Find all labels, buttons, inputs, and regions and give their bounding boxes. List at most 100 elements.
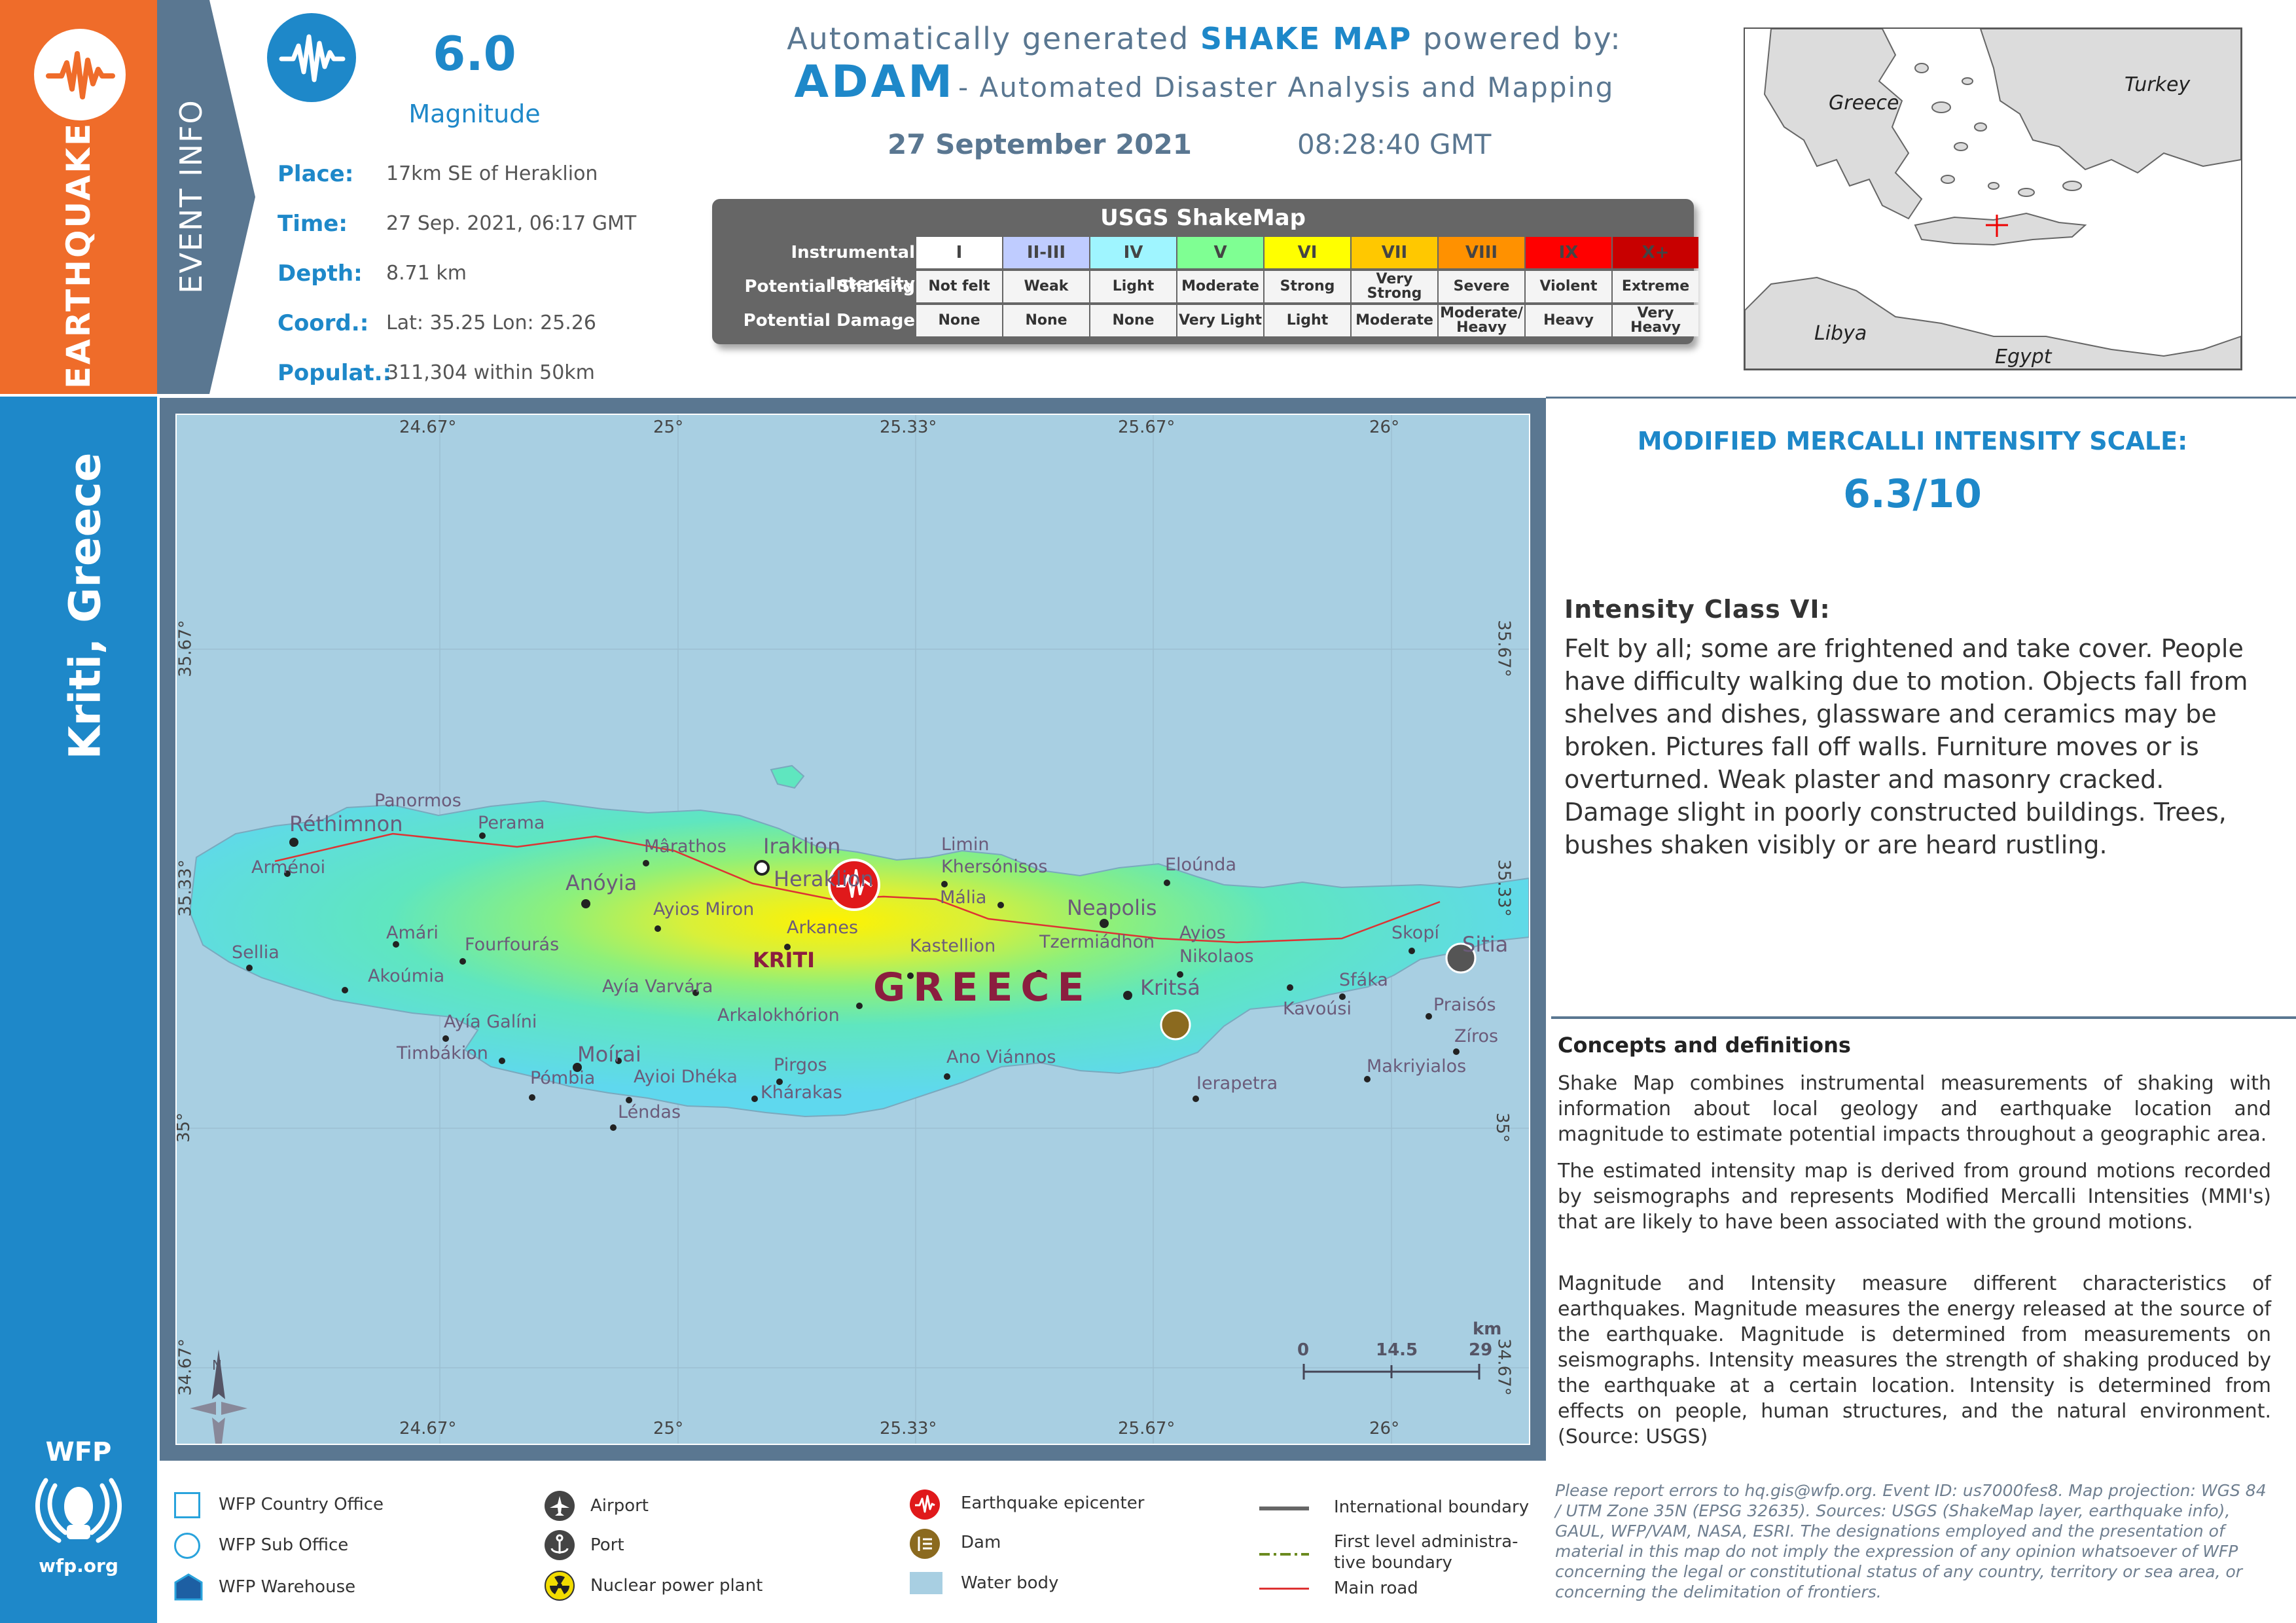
town-dot [284,870,291,877]
population-value: 311,304 within 50km [386,361,595,384]
wfp-url[interactable]: wfp.org [39,1555,118,1577]
place-kastellion: Kastellion [910,936,996,956]
town-dot [1123,991,1132,1000]
town-dot [751,1096,758,1102]
earthquake-epicenter-icon [910,1489,940,1520]
location-strip: Kriti, Greece WFP wfp.org [0,397,157,1623]
epicenter-marker-icon [828,859,880,911]
legend-label-country-office: WFP Country Office [219,1495,384,1514]
dam-icon [910,1529,940,1559]
right-panel-top-rule [1546,397,2296,399]
lat-tick-right-3: 35° [1492,1112,1513,1143]
header-line1: Automatically generated SHAKE MAP powere… [787,21,1622,56]
wfp-country-office-icon [174,1492,200,1518]
lon-tick-top-4: 25.67° [1118,418,1175,437]
legend-label-nuclear: Nuclear power plant [590,1576,763,1596]
shakemap-cell-intensity: X+ [1613,237,1698,268]
shakemap-cell-damage: None [1090,305,1176,336]
town-dot [643,860,649,866]
population-label: Populat.: [278,360,392,386]
town-dot [1164,880,1170,886]
lat-tick-left-1: 35.67° [177,620,196,677]
town-dot [581,899,590,908]
magnitude-label: Magnitude [408,99,541,128]
map-graphic [177,415,1529,1444]
row-label-intensity: Instrumental Intensity [791,243,915,294]
scale-bar-tick-2: 29 [1469,1340,1493,1360]
town-dot [907,972,914,979]
shakemap-cell-shaking: Very Strong [1352,271,1437,302]
place-ziros: Zíros [1454,1026,1499,1046]
town-dot [615,1058,622,1064]
town-dot [479,832,486,839]
town-dot [626,1097,632,1103]
inset-label-turkey: Turkey [2125,73,2191,96]
scale-bar-unit: km [1473,1319,1502,1339]
time-label: Time: [278,211,348,237]
place-rethimnon: Réthimnon [289,812,403,836]
town-dot [1193,1096,1199,1102]
coord-value: Lat: 35.25 Lon: 25.26 [386,312,597,334]
hazard-type-label: EARTHQUAKE [60,121,98,389]
country-label: GREECE [873,965,1092,1010]
scale-bar-graphic [1302,1364,1480,1380]
shakemap-legend: USGS ShakeMap Instrumental Intensity Pot… [712,199,1698,344]
shakemap-cell-shaking: Light [1090,271,1176,302]
lon-tick-top-3: 25.33° [880,418,937,437]
place-timbakion: Timbákion [397,1043,488,1063]
place-neapolis: Neapolis [1067,895,1157,920]
concepts-rule [1551,1016,2296,1019]
town-dot [856,1003,863,1009]
place-kavousi: Kavoúsi [1283,999,1352,1019]
lon-tick-bottom-4: 25.67° [1118,1419,1175,1438]
place-value: 17km SE of Heraklion [386,162,598,185]
place-kritsa: Kritsá [1140,975,1200,1000]
scale-bar-tick-1: 14.5 [1376,1340,1418,1360]
town-dot [499,1058,505,1064]
town-dot [941,881,948,887]
shakemap-cell-intensity: II-III [1003,237,1089,268]
location-title: Kriti, Greece [60,452,111,760]
shakemap-cell-damage: Heavy [1526,305,1611,336]
shakemap-cell-intensity: VII [1352,237,1437,268]
legend-label-dam: Dam [961,1533,1001,1552]
depth-label: Depth: [278,260,363,287]
nuclear-power-plant-icon [545,1571,575,1601]
town-dot [610,1124,617,1131]
place-marathos: Mârathos [644,836,726,857]
wfp-warehouse-icon [174,1572,203,1603]
international-boundary-icon [1259,1507,1309,1510]
shakemap-cell-shaking: Strong [1265,271,1350,302]
scale-bar-tick-0: 0 [1297,1340,1310,1360]
place-limin-khersonisos: Limin Khersónisos [941,834,1048,877]
mmi-scale-title: MODIFIED MERCALLI INTENSITY SCALE: [1637,427,2188,455]
town-dot [393,941,399,948]
place-pirgos: Pirgos [774,1055,827,1075]
town-dot [1408,948,1415,954]
mmi-scale-value: 6.3/10 [1843,471,1982,517]
place-label: Place: [278,161,354,187]
lat-tick-right-2: 35.33° [1494,859,1514,917]
shakemap-legend-title: USGS ShakeMap [1100,205,1306,231]
main-map[interactable]: 24.67° 25° 25.33° 25.67° 26° 24.67° 25° … [177,415,1529,1444]
inset-map-graphic [1745,29,2241,369]
place-arkalokhorion: Arkalokhórion [717,1005,840,1026]
shakemap-cell-intensity: VIII [1439,237,1524,268]
place-armenoi: Arménoi [251,857,326,878]
town-dot [944,1073,950,1080]
intensity-class-description: Felt by all; some are frightened and tak… [1564,634,2248,859]
earthquake-logo-icon [34,29,126,120]
shakemap-cell-shaking: Violent [1526,271,1611,302]
town-dot [342,987,348,993]
shakemap-cell-damage: Moderate/ Heavy [1439,305,1524,336]
north-arrow-icon [190,1349,247,1444]
place-skopi: Skopí [1391,923,1439,943]
town-dot [442,1035,449,1042]
place-pombia: Pómbia [530,1068,596,1088]
shakemap-cell-damage: Light [1265,305,1350,336]
place-ano-viannos: Ano Viánnos [946,1047,1056,1067]
lat-tick-left-3: 35° [177,1112,194,1143]
place-praisos: Praisós [1433,995,1496,1015]
header-time: 08:28:40 GMT [1297,128,1492,160]
shakemap-cell-intensity: I [916,237,1002,268]
